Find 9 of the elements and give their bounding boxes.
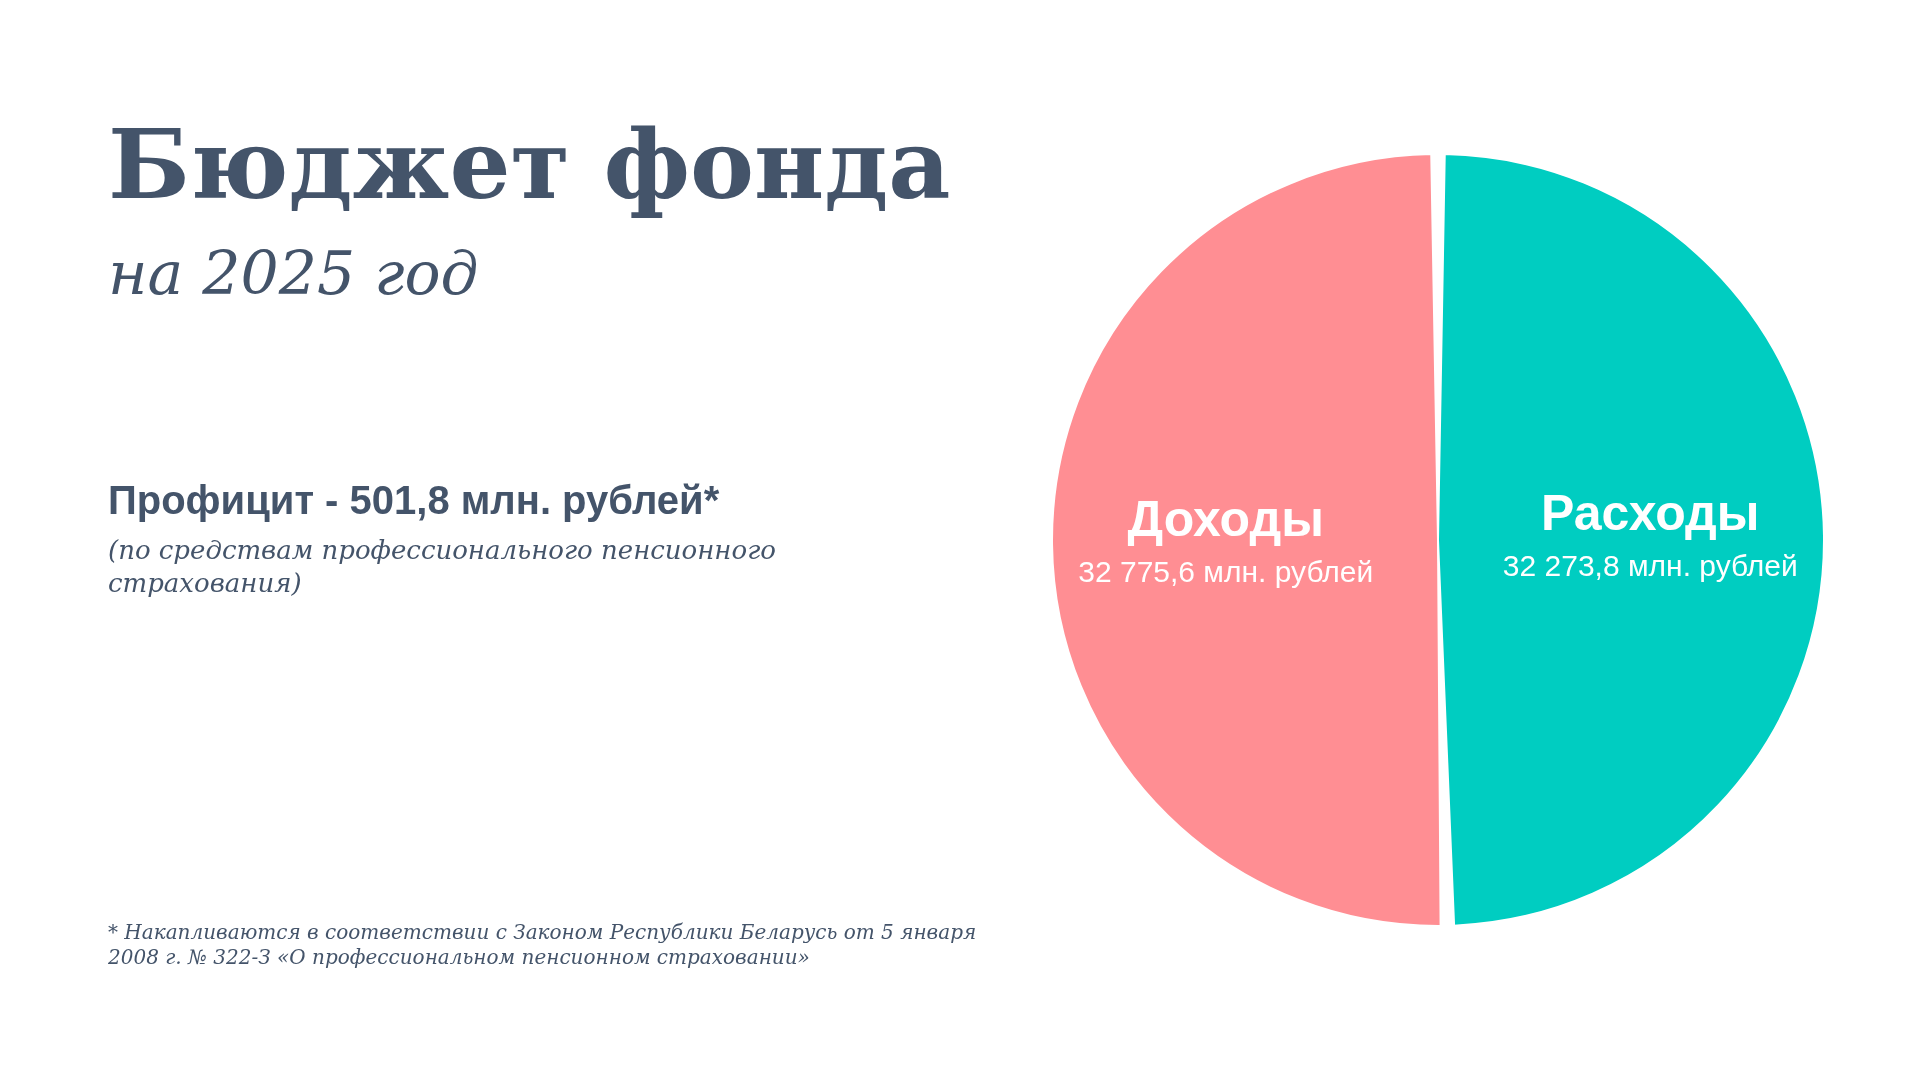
- data-label: 32 775,6 млн. рублей: [1078, 554, 1374, 588]
- text: Профицит - 501,8 млн. рублей*: [108, 478, 720, 523]
- text: (по средствам профессионального пенсионного страхования): [108, 534, 777, 600]
- slice-label: Расходы: [1541, 485, 1760, 542]
- data-label: 32 273,8 млн. рублей: [1502, 549, 1798, 583]
- chart-title: Бюджет фонда: [108, 108, 951, 221]
- text: * Накапливаются в соответствии с Законом Республики Беларусь от 5 января 2008 г. № 322-З «О профессиональном пенсионном страховании»: [108, 920, 978, 970]
- text: на 2025 год: [108, 238, 479, 308]
- slice-label: Доходы: [1127, 490, 1324, 547]
